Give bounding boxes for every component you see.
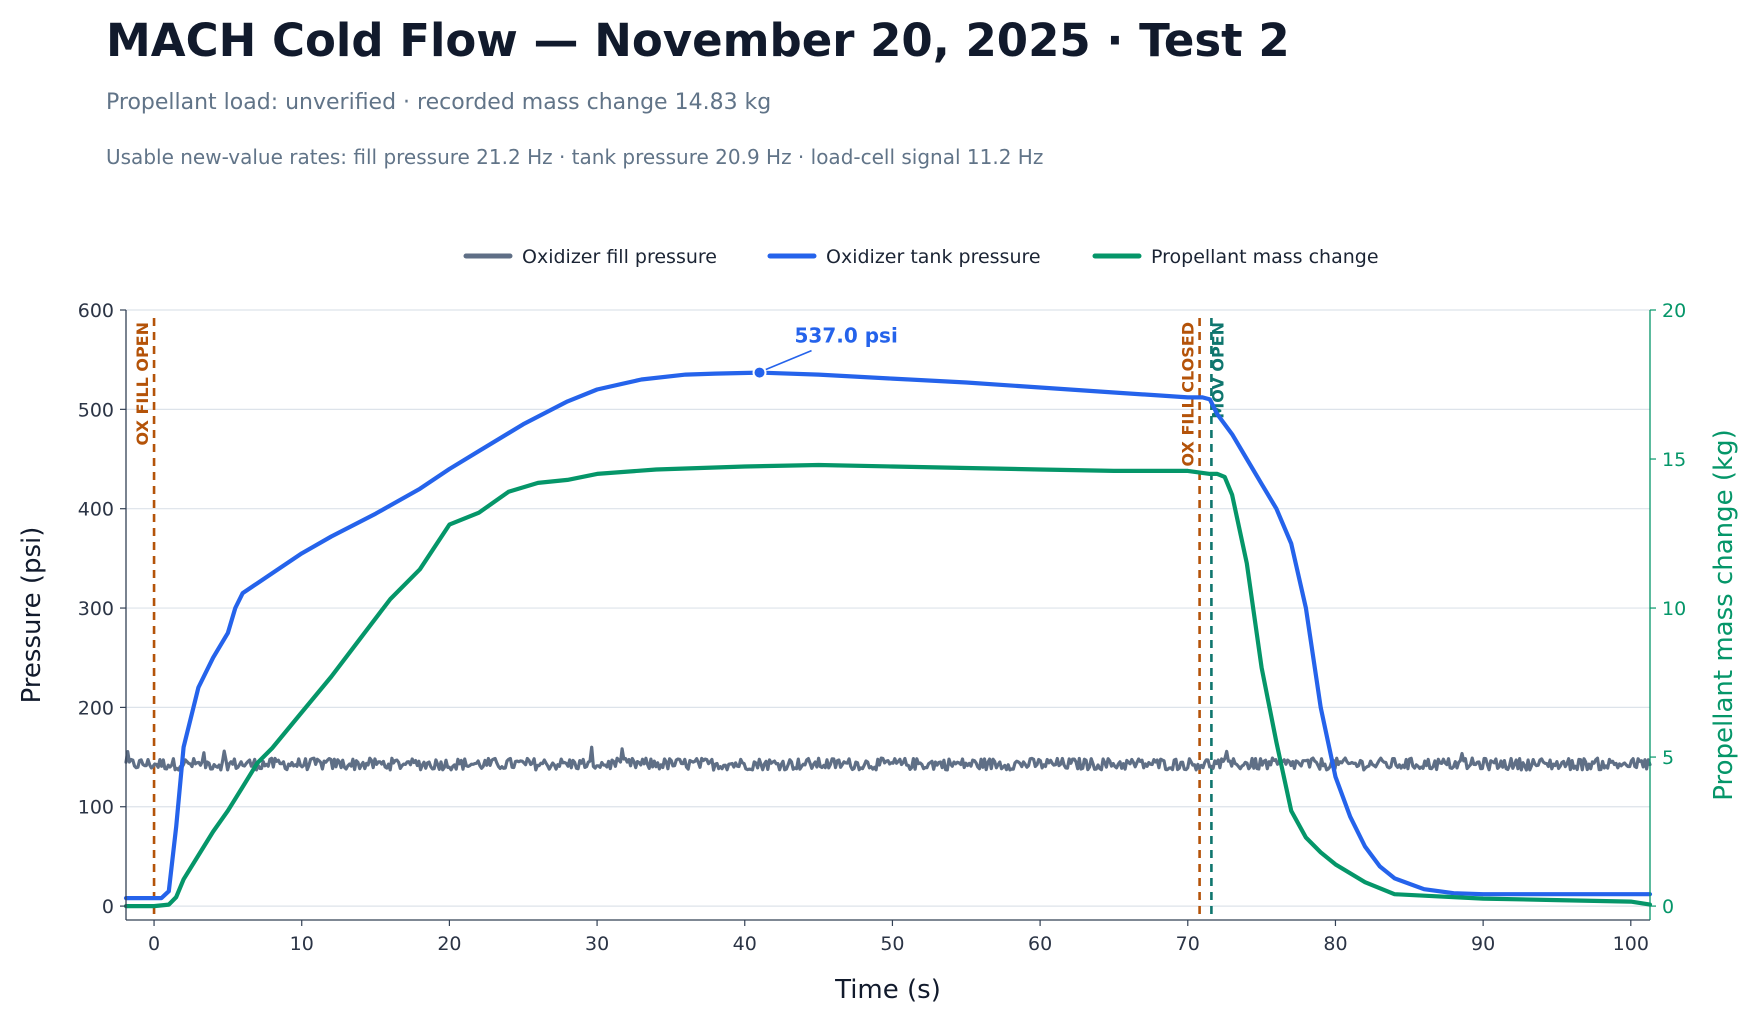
x-tick-label: 20: [437, 933, 461, 955]
x-tick-label: 40: [733, 933, 757, 955]
x-tick-label: 50: [880, 933, 904, 955]
y-tick-label: 0: [102, 896, 114, 918]
y2-tick-label: 5: [1662, 747, 1674, 769]
event-markers: OX FILL OPEN OX FILL CLOSED MOV OPEN: [133, 318, 1227, 920]
y2-tick-label: 10: [1662, 598, 1686, 620]
chart-title: MACH Cold Flow — November 20, 2025 · Tes…: [106, 14, 1290, 67]
y2-axis-label: Propellant mass change (kg): [1709, 429, 1739, 800]
y2-tick-label: 0: [1662, 896, 1674, 918]
y2-tick-label: 15: [1662, 449, 1686, 471]
series-line-fill-pressure: [124, 745, 1652, 772]
x-tick-label: 100: [1613, 933, 1649, 955]
legend-label: Oxidizer fill pressure: [522, 246, 717, 268]
x-tick-label: 70: [1176, 933, 1200, 955]
event-label: OX FILL CLOSED: [1179, 322, 1198, 466]
annotations: 537.0 psi: [752, 324, 898, 380]
chart-subtitle: Propellant load: unverified · recorded m…: [106, 90, 772, 115]
x-tick-label: 60: [1028, 933, 1052, 955]
y-tick-label: 400: [78, 499, 114, 521]
legend-label: Oxidizer tank pressure: [826, 246, 1041, 268]
x-tick-label: 0: [148, 933, 160, 955]
legend-label: Propellant mass change: [1151, 246, 1379, 268]
peak-leader-line: [765, 349, 812, 371]
x-tick-label: 80: [1323, 933, 1347, 955]
y-axis-label: Pressure (psi): [17, 527, 47, 704]
x-tick-label: 10: [290, 933, 314, 955]
y-tick-label: 300: [78, 598, 114, 620]
series-line-tank-pressure: [123, 370, 1653, 901]
grid-lines: [126, 309, 1650, 907]
event-label: MOV OPEN: [1208, 322, 1227, 419]
peak-label: 537.0 psi: [795, 324, 898, 348]
event-label: OX FILL OPEN: [133, 322, 152, 445]
x-tick-label: 90: [1471, 933, 1495, 955]
x-axis-label: Time (s): [834, 975, 941, 1005]
legend: Oxidizer fill pressure Oxidizer tank pres…: [463, 246, 1379, 268]
x-tick-label: 30: [585, 933, 609, 955]
data-rates-note: Usable new-value rates: fill pressure 21…: [106, 145, 1044, 169]
y-tick-label: 100: [78, 797, 114, 819]
peak-marker: [752, 365, 767, 380]
y-tick-label: 600: [78, 300, 114, 322]
y2-tick-label: 20: [1662, 300, 1686, 322]
series-line-mass-change: [123, 462, 1653, 909]
y-tick-label: 200: [78, 697, 114, 719]
y-tick-label: 500: [78, 399, 114, 421]
data-series: [123, 370, 1653, 909]
axes: 0 10 20 30 40 50 60 70 80 90 100010020030040050060…: [17, 300, 1739, 1005]
